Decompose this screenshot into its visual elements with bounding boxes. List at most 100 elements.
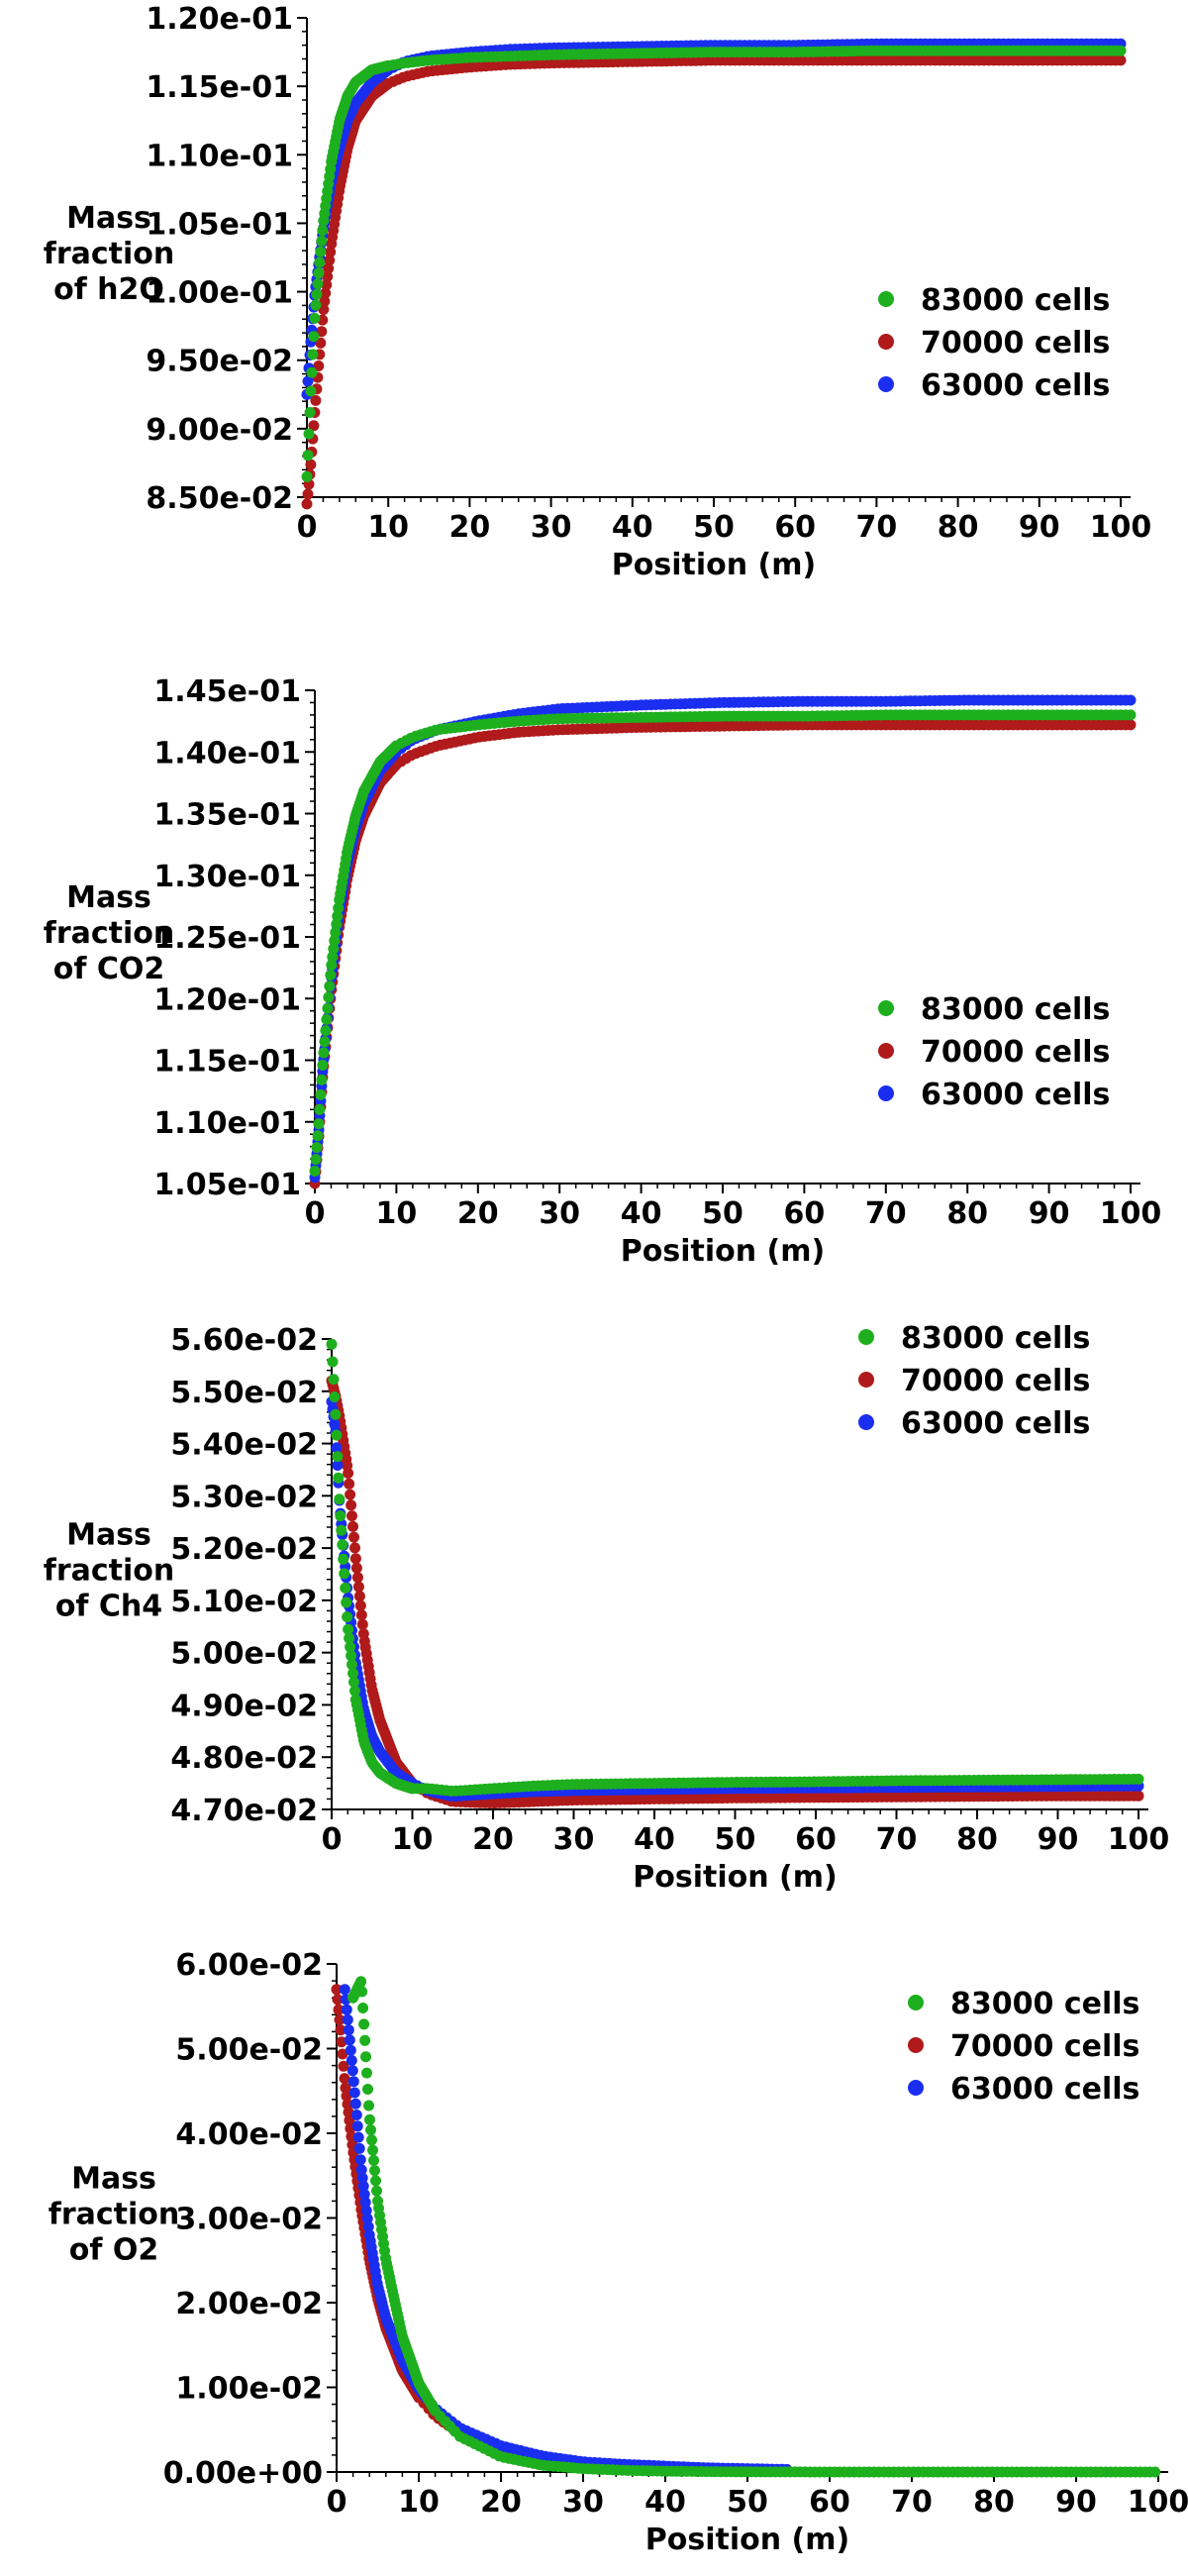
data-point bbox=[325, 247, 337, 258]
data-point bbox=[316, 326, 328, 338]
data-point bbox=[307, 349, 319, 361]
data-point bbox=[356, 1986, 368, 1998]
data-point bbox=[343, 2107, 354, 2118]
data-point bbox=[342, 1611, 353, 1623]
data-point bbox=[346, 2065, 358, 2077]
legend-marker bbox=[878, 334, 894, 350]
data-point bbox=[342, 2099, 353, 2111]
data-point bbox=[331, 918, 343, 930]
data-point bbox=[334, 1494, 346, 1505]
data-point bbox=[333, 902, 345, 914]
data-point bbox=[327, 1356, 339, 1368]
x-tick-label: 100 bbox=[1100, 1196, 1162, 1231]
legend-label: 63000 cells bbox=[921, 368, 1110, 403]
data-point bbox=[310, 394, 322, 406]
data-point bbox=[333, 1472, 345, 1484]
data-point bbox=[370, 2175, 381, 2187]
y-tick-label: 9.00e-02 bbox=[146, 413, 293, 448]
data-point bbox=[340, 2082, 351, 2094]
data-point bbox=[346, 2055, 357, 2066]
x-tick-label: 40 bbox=[644, 2485, 686, 2520]
data-point bbox=[315, 1088, 327, 1100]
x-tick-label: 20 bbox=[472, 1822, 514, 1857]
data-point bbox=[315, 337, 327, 349]
data-point bbox=[369, 2165, 380, 2177]
data-point bbox=[305, 385, 317, 397]
data-point bbox=[320, 287, 332, 299]
legend-label: 63000 cells bbox=[901, 1406, 1090, 1441]
data-point bbox=[302, 375, 314, 387]
series-83000-cells bbox=[347, 1976, 1161, 2478]
y-tick-label: 5.00e-02 bbox=[175, 2033, 323, 2068]
y-tick-label: 1.35e-01 bbox=[153, 798, 301, 833]
legend-marker bbox=[908, 2037, 924, 2053]
chart-panel-4: 0 10 20 30 40 50 60 70 80 90 100 0.00e+00 1.00e-02 2.… bbox=[49, 1948, 1188, 2557]
data-point bbox=[363, 2100, 374, 2112]
x-axis-title: Position (m) bbox=[633, 1860, 837, 1895]
data-point bbox=[344, 1478, 355, 1490]
data-point bbox=[365, 2124, 376, 2136]
data-point bbox=[351, 2120, 363, 2132]
series-63000-cells bbox=[339, 1984, 793, 2475]
data-point bbox=[326, 959, 338, 971]
x-tick-label: 30 bbox=[553, 1822, 595, 1857]
data-point bbox=[357, 2180, 369, 2192]
data-point bbox=[331, 1984, 343, 1996]
y-tick-label: 5.50e-02 bbox=[170, 1376, 318, 1410]
data-point bbox=[331, 1429, 343, 1441]
y-tick-label: 6.00e-02 bbox=[175, 1948, 323, 1983]
data-point bbox=[355, 1609, 367, 1621]
data-point bbox=[314, 1103, 326, 1115]
x-tick-label: 70 bbox=[856, 510, 898, 545]
data-point bbox=[349, 2098, 361, 2110]
data-point bbox=[319, 295, 331, 307]
data-point bbox=[1115, 54, 1127, 66]
data-point bbox=[323, 991, 335, 1003]
data-point bbox=[1133, 1773, 1144, 1785]
x-tick-label: 60 bbox=[795, 1822, 837, 1857]
data-point bbox=[313, 1118, 325, 1130]
data-point bbox=[358, 2018, 370, 2030]
data-point bbox=[332, 1460, 344, 1471]
x-tick-label: 0 bbox=[327, 2485, 347, 2520]
x-tick-label: 30 bbox=[531, 510, 572, 545]
x-axis-title: Position (m) bbox=[612, 548, 816, 582]
data-point bbox=[315, 246, 327, 258]
x-tick-label: 10 bbox=[376, 1196, 418, 1231]
data-point bbox=[367, 2144, 378, 2156]
legend-label: 70000 cells bbox=[921, 1035, 1110, 1070]
data-point bbox=[317, 1060, 329, 1071]
data-point bbox=[339, 1984, 350, 1996]
series-70000-cells bbox=[331, 1984, 750, 2475]
y-axis-title-line: Mass bbox=[66, 1518, 151, 1553]
data-point bbox=[341, 1597, 352, 1608]
data-point bbox=[331, 1442, 343, 1454]
legend-marker bbox=[878, 376, 894, 392]
x-tick-label: 80 bbox=[946, 1196, 988, 1231]
x-tick-label: 40 bbox=[621, 1196, 662, 1231]
x-tick-label: 40 bbox=[612, 510, 653, 545]
data-point bbox=[346, 1499, 357, 1511]
y-tick-label: 0.00e+00 bbox=[163, 2456, 323, 2491]
legend-marker bbox=[908, 2080, 924, 2096]
x-tick-label: 80 bbox=[956, 1822, 998, 1857]
data-point bbox=[321, 1013, 333, 1025]
y-tick-label: 1.40e-01 bbox=[153, 736, 301, 771]
data-point bbox=[334, 2013, 346, 2025]
y-tick-label: 5.30e-02 bbox=[170, 1480, 318, 1514]
data-point bbox=[360, 2051, 371, 2063]
legend-marker bbox=[878, 291, 894, 307]
x-tick-label: 0 bbox=[305, 1196, 326, 1231]
data-point bbox=[348, 1676, 359, 1688]
legend-marker bbox=[858, 1414, 874, 1430]
x-tick-label: 50 bbox=[715, 1822, 756, 1857]
data-point bbox=[343, 1468, 354, 1479]
y-tick-label: 4.80e-02 bbox=[170, 1741, 318, 1776]
data-point bbox=[322, 1002, 334, 1014]
data-point bbox=[346, 1510, 357, 1522]
legend-label: 83000 cells bbox=[950, 1987, 1139, 2021]
data-point bbox=[359, 2034, 371, 2046]
y-tick-label: 1.05e-01 bbox=[153, 1168, 301, 1202]
data-point bbox=[366, 2134, 377, 2146]
data-point bbox=[314, 257, 326, 268]
